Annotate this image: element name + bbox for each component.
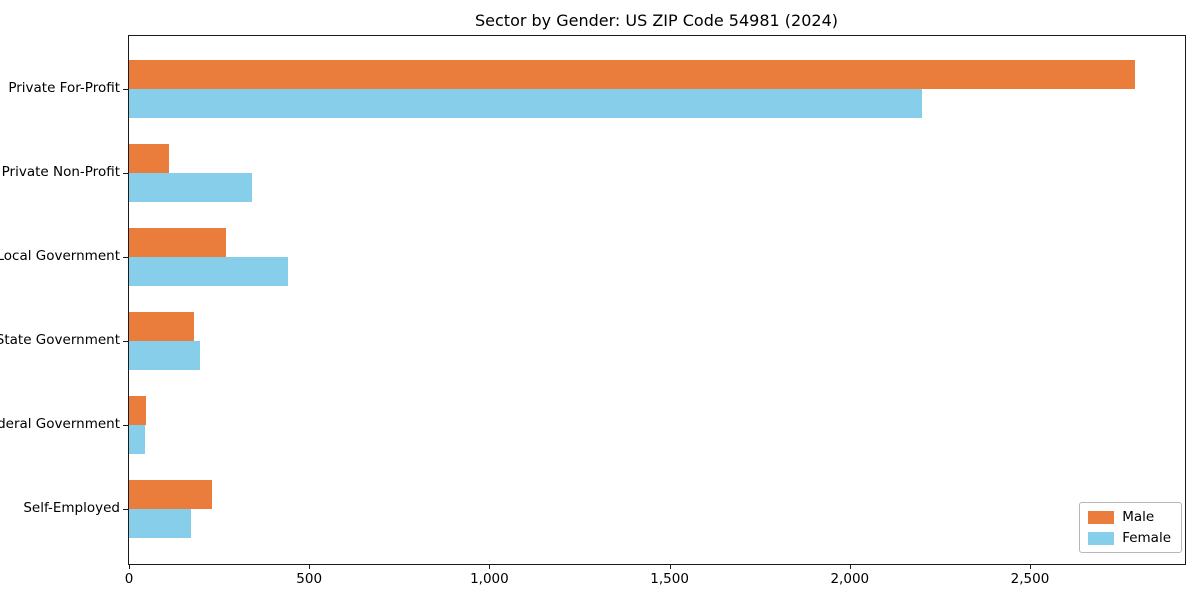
plot-area: Private For-Profit Private Non-Profit Loca… bbox=[0, 35, 1186, 587]
bar-female-private-non-profit bbox=[129, 173, 252, 202]
y-tick-label-private-non-profit: Private Non-Profit bbox=[1, 164, 120, 180]
bar-female-local-government bbox=[129, 257, 288, 286]
y-tick-label-state-government: State Government bbox=[0, 332, 120, 348]
x-tick-label-1000: 1,000 bbox=[470, 571, 509, 587]
y-tick-label-federal-government: Federal Government bbox=[0, 416, 120, 432]
legend: Male Female bbox=[1079, 502, 1182, 553]
x-tick-0 bbox=[129, 564, 130, 569]
x-tick-label-0: 0 bbox=[124, 571, 134, 587]
y-tick-local-government bbox=[123, 257, 128, 258]
y-tick-label-local-government: Local Government bbox=[0, 248, 120, 264]
y-tick-label-self-employed: Self-Employed bbox=[23, 500, 120, 516]
x-tick-2500 bbox=[1030, 564, 1031, 569]
legend-swatch-female bbox=[1088, 531, 1115, 545]
x-tick-2000 bbox=[849, 564, 851, 569]
bar-female-state-government bbox=[129, 341, 200, 370]
y-tick-federal-government bbox=[123, 425, 128, 426]
bar-female-self-employed bbox=[129, 509, 191, 538]
bar-male-state-government bbox=[129, 312, 194, 341]
x-tick-label-2000: 2,000 bbox=[830, 571, 870, 587]
bar-male-private-non-profit bbox=[129, 144, 169, 173]
bar-male-local-government bbox=[129, 228, 227, 257]
bar-female-private-for-profit bbox=[129, 89, 922, 118]
legend-item-female: Female bbox=[1088, 530, 1171, 546]
bar-male-private-for-profit bbox=[129, 60, 1135, 89]
x-tick-label-500: 500 bbox=[296, 571, 323, 587]
y-tick-self-employed bbox=[123, 509, 128, 510]
x-tick-label-1500: 1,500 bbox=[650, 571, 689, 587]
legend-swatch-male bbox=[1088, 510, 1115, 524]
bar-female-federal-government bbox=[129, 425, 145, 454]
legend-label-male: Male bbox=[1122, 509, 1155, 525]
y-tick-private-for-profit bbox=[123, 89, 128, 90]
chart-title: Sector by Gender: US ZIP Code 54981 (202… bbox=[475, 11, 838, 30]
y-tick-private-non-profit bbox=[123, 173, 128, 174]
bar-male-federal-government bbox=[129, 396, 146, 425]
x-tick-label-2500: 2,500 bbox=[1010, 571, 1050, 587]
legend-label-female: Female bbox=[1122, 530, 1171, 546]
legend-item-male: Male bbox=[1088, 509, 1171, 525]
bar-male-self-employed bbox=[129, 480, 212, 509]
x-tick-1500 bbox=[669, 564, 671, 569]
y-tick-label-private-for-profit: Private For-Profit bbox=[8, 80, 120, 96]
x-tick-500 bbox=[309, 564, 311, 569]
x-tick-1000 bbox=[489, 564, 491, 569]
y-tick-state-government bbox=[123, 341, 128, 342]
